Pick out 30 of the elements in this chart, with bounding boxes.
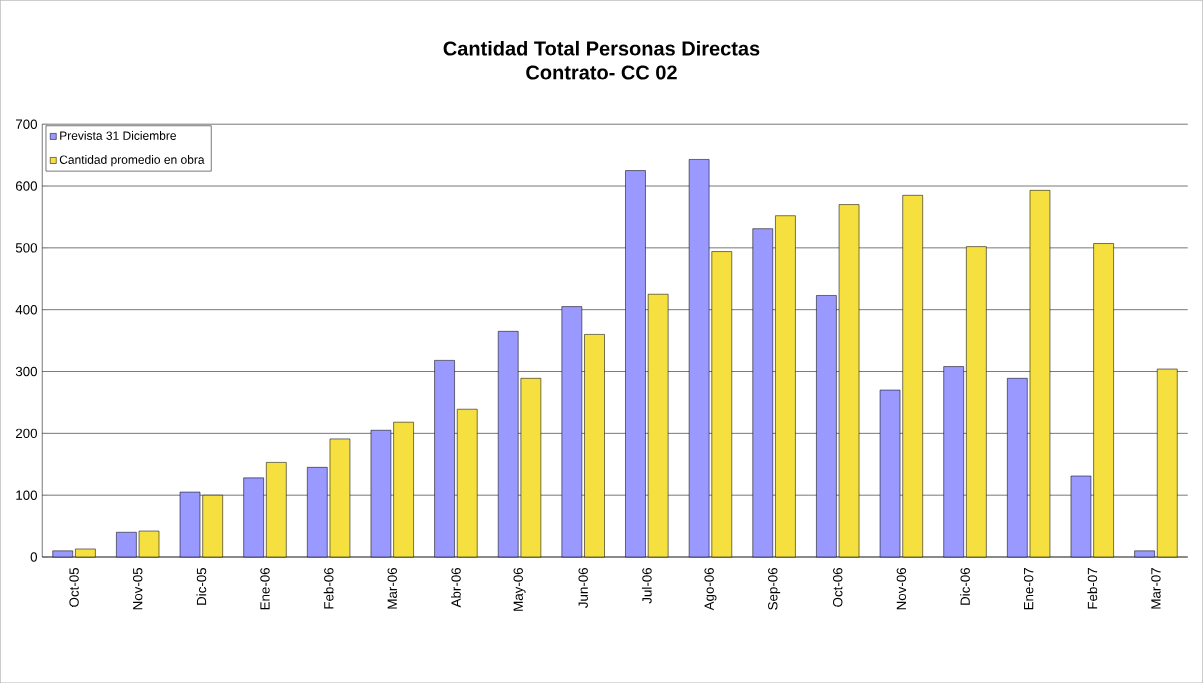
x-tick-label: Dic-05 — [196, 567, 207, 605]
x-tick-label: Jun-06 — [578, 567, 588, 608]
x-tick-label: May-06 — [513, 567, 526, 611]
y-tick-label: 200 — [15, 428, 38, 438]
x-tick-label: Oct-05 — [69, 567, 79, 607]
legend-label: Prevista 31 Diciembre — [60, 130, 176, 140]
x-tick-label: Mar-07 — [1151, 567, 1161, 609]
x-tick-label: Ene-07 — [1023, 567, 1034, 610]
x-tick-label: Feb-06 — [323, 567, 334, 609]
x-tick-label: Ene-06 — [260, 567, 270, 610]
x-tick-label: Jul-06 — [641, 567, 652, 604]
y-tick-label: 600 — [15, 181, 38, 191]
y-tick-label: 700 — [16, 119, 38, 129]
x-tick-label: Ago-06 — [704, 567, 717, 611]
y-tick-label: 300 — [15, 366, 38, 377]
x-tick-label: Feb-07 — [1087, 567, 1098, 609]
x-tick-label: Sep-06 — [768, 567, 781, 610]
x-tick-label: Mar-06 — [387, 567, 397, 609]
x-tick-label: Nov-05 — [132, 567, 143, 610]
y-tick-label: 100 — [16, 490, 38, 500]
y-tick-label: 0 — [30, 552, 38, 562]
x-tick-label: Oct-06 — [833, 567, 843, 607]
chart-subtitle: Contrato- CC 02 — [526, 65, 677, 80]
x-tick-label: Abr-06 — [451, 567, 461, 608]
x-tick-label: Nov-06 — [896, 567, 907, 610]
chart-title: Cantidad Total Personas Directas — [443, 40, 760, 56]
legend-label: Cantidad promedio en obra — [59, 155, 205, 167]
y-tick-label: 400 — [15, 304, 38, 315]
y-tick-label: 500 — [15, 243, 38, 253]
x-tick-label: Dic-06 — [960, 567, 970, 605]
